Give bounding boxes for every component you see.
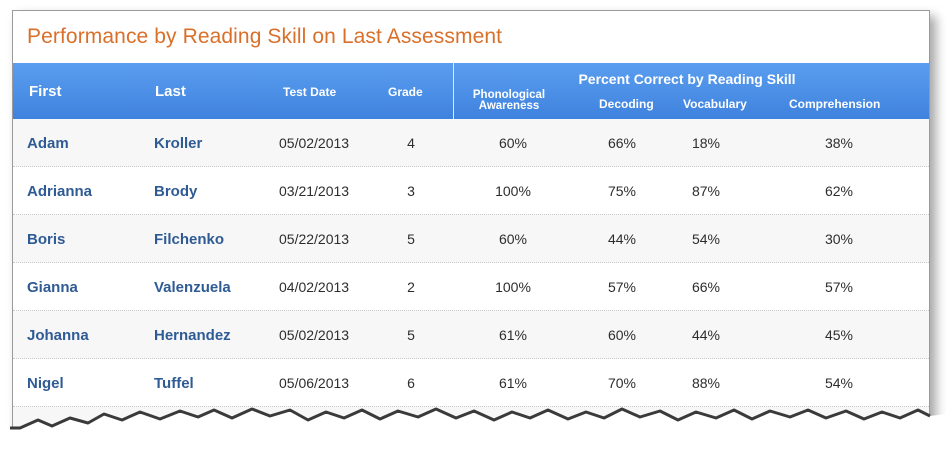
student-first-name-link[interactable]: Gianna — [27, 279, 78, 296]
student-first-name-link[interactable]: Y — [27, 423, 38, 440]
phonological-cell: 60% — [498, 135, 528, 151]
vocabulary-cell: 44% — [691, 327, 721, 343]
grade-cell: 2 — [407, 279, 415, 295]
student-last-name-link[interactable]: Filchenko — [154, 231, 225, 248]
decoding-cell: 44% — [607, 231, 637, 247]
phonological-cell: 92% — [498, 423, 528, 439]
grade-cell: 3 — [407, 183, 415, 199]
page-title: Performance by Reading Skill on Last Ass… — [27, 25, 503, 48]
student-last-name-link[interactable]: Tuffel — [154, 375, 194, 392]
grade-cell: 5 — [407, 231, 415, 247]
decoding-cell: 70% — [607, 375, 637, 391]
decoding-cell: 0% — [611, 423, 633, 439]
phonological-cell: 61% — [498, 327, 528, 343]
column-header-grade[interactable]: Grade — [388, 85, 423, 99]
decoding-cell: 60% — [607, 327, 637, 343]
grade-cell: 4 — [407, 135, 415, 151]
test-date-cell: 05/02/2013 — [279, 135, 350, 151]
comprehension-cell: 45% — [824, 327, 854, 343]
table-row: Johanna Hernandez 05/02/2013 5 61% 60% 4… — [13, 311, 929, 359]
student-last-name-link[interactable]: Hernandez — [154, 327, 231, 344]
column-header-test-date[interactable]: Test Date — [283, 85, 337, 99]
column-header-phonological[interactable]: Phonological Awareness — [465, 89, 553, 112]
vocabulary-cell: 88% — [691, 375, 721, 391]
student-first-name-link[interactable]: Johanna — [27, 327, 89, 344]
column-header-vocabulary[interactable]: Vocabulary — [683, 97, 747, 111]
table-row: Y 0/22/2013 5 92% 0% % 36% — [13, 407, 929, 451]
header-divider — [453, 63, 454, 119]
test-date-cell: 0/22/2013 — [279, 423, 342, 439]
test-date-cell: 05/22/2013 — [279, 231, 350, 247]
grade-cell: 6 — [407, 375, 415, 391]
comprehension-cell: 54% — [824, 375, 854, 391]
table-row: Gianna Valenzuela 04/02/2013 2 100% 57% … — [13, 263, 929, 311]
grade-cell: 5 — [407, 327, 415, 343]
student-first-name-link[interactable]: Adrianna — [27, 183, 93, 200]
vocabulary-cell: 66% — [691, 279, 721, 295]
table-row: Boris Filchenko 05/22/2013 5 60% 44% 54%… — [13, 215, 929, 263]
report-card: Performance by Reading Skill on Last Ass… — [12, 10, 930, 452]
comprehension-cell: 30% — [824, 231, 854, 247]
comprehension-cell: 36% — [824, 423, 854, 439]
comprehension-cell: 62% — [824, 183, 854, 199]
student-first-name-link[interactable]: Nigel — [27, 375, 64, 392]
phonological-cell: 60% — [498, 231, 528, 247]
student-last-name-link[interactable]: Kroller — [154, 135, 203, 152]
decoding-cell: 57% — [607, 279, 637, 295]
student-last-name-link[interactable]: Valenzuela — [154, 279, 231, 296]
decoding-cell: 75% — [607, 183, 637, 199]
comprehension-cell: 57% — [824, 279, 854, 295]
student-first-name-link[interactable]: Adam — [27, 135, 69, 152]
test-date-cell: 05/02/2013 — [279, 327, 350, 343]
student-first-name-link[interactable]: Boris — [27, 231, 66, 248]
table-header: First Last Test Date Grade Percent Corre… — [13, 63, 929, 119]
phonological-cell: 61% — [498, 375, 528, 391]
table-body: Adam Kroller 05/02/2013 4 60% 66% 18% 38… — [13, 119, 929, 451]
student-last-name-link[interactable]: Brody — [154, 183, 198, 200]
phonological-cell: 100% — [495, 279, 531, 295]
comprehension-cell: 38% — [824, 135, 854, 151]
decoding-cell: 66% — [607, 135, 637, 151]
column-header-decoding[interactable]: Decoding — [599, 97, 654, 111]
column-header-last[interactable]: Last — [155, 83, 186, 100]
column-header-phonological-line2: Awareness — [478, 100, 540, 112]
test-date-cell: 04/02/2013 — [279, 279, 350, 295]
column-group-header: Percent Correct by Reading Skill — [578, 71, 796, 87]
grade-cell: 5 — [407, 423, 415, 439]
phonological-cell: 100% — [495, 183, 531, 199]
table-row: Adrianna Brody 03/21/2013 3 100% 75% 87%… — [13, 167, 929, 215]
vocabulary-cell: 87% — [691, 183, 721, 199]
column-header-comprehension[interactable]: Comprehension — [789, 97, 881, 111]
vocabulary-cell: 18% — [691, 135, 721, 151]
column-header-first[interactable]: First — [29, 83, 62, 100]
table-row: Nigel Tuffel 05/06/2013 6 61% 70% 88% 54… — [13, 359, 929, 407]
test-date-cell: 05/06/2013 — [279, 375, 350, 391]
table-row: Adam Kroller 05/02/2013 4 60% 66% 18% 38… — [13, 119, 929, 167]
test-date-cell: 03/21/2013 — [279, 183, 350, 199]
vocabulary-cell: % — [699, 423, 713, 439]
column-header-phonological-line1: Phonological — [472, 89, 546, 101]
vocabulary-cell: 54% — [691, 231, 721, 247]
